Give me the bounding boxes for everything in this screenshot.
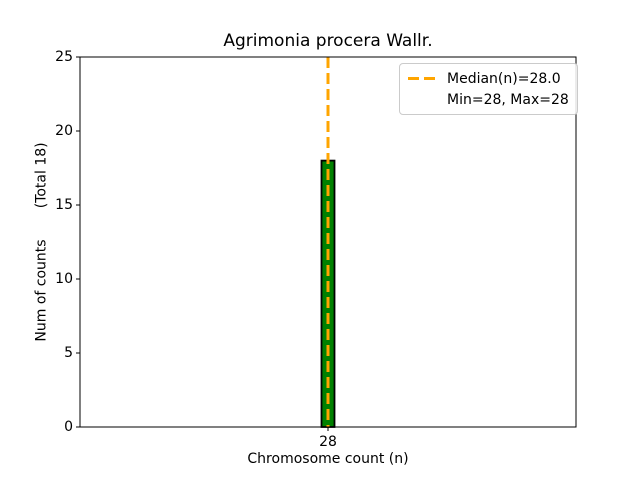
y-tick-label: 20 (55, 123, 73, 139)
y-tick-label: 15 (55, 197, 73, 213)
y-tick-label: 25 (55, 49, 73, 65)
legend: Median(n)=28.0 Min=28, Max=28 (399, 63, 578, 115)
legend-handle-spacer (408, 98, 438, 101)
x-tick-label: 28 (319, 434, 337, 450)
legend-label-median: Median(n)=28.0 (447, 70, 561, 87)
legend-entry-minmax: Min=28, Max=28 (408, 89, 569, 110)
chart-title: Agrimonia procera Wallr. (223, 31, 433, 51)
legend-entry-median: Median(n)=28.0 (408, 68, 569, 89)
y-axis-label: Num of counts (Total 18) (34, 142, 50, 342)
y-tick-label: 0 (64, 419, 73, 435)
y-axis-label-wrap: Num of counts (Total 18) (26, 57, 58, 427)
y-tick-label: 10 (55, 271, 73, 287)
x-axis-label: Chromosome count (n) (247, 451, 409, 467)
median-dashed-line-swatch (408, 77, 438, 80)
y-tick-label: 5 (64, 345, 73, 361)
legend-label-minmax: Min=28, Max=28 (447, 91, 569, 108)
